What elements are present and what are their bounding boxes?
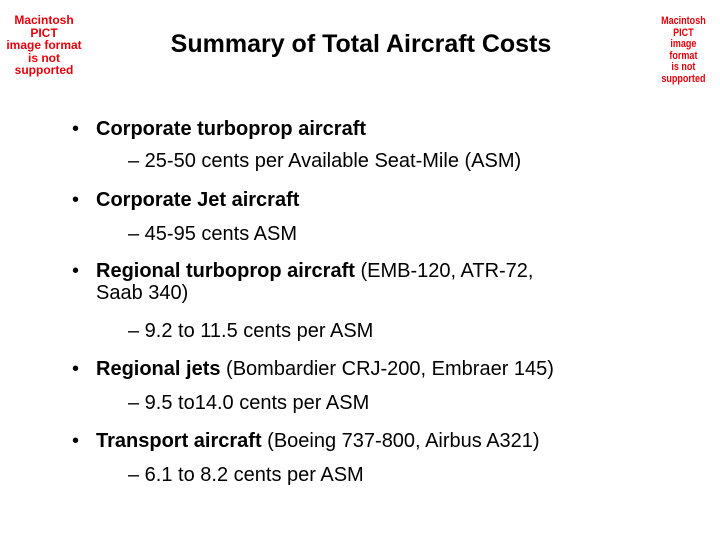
sub-item-text: – 9.5 to14.0 cents per ASM [128, 392, 370, 414]
placeholder-line: is not supported [14, 50, 74, 78]
bullet-dot: • [72, 189, 80, 211]
unsupported-image-placeholder-right: Macintosh PICT image format is not suppo… [658, 15, 709, 85]
bullet-bold-text: Corporate turboprop aircraft [96, 118, 367, 140]
bullet-bold-text: Corporate Jet aircraft [96, 189, 300, 211]
bullet-text: Corporate Jet aircraft [96, 189, 676, 211]
bullet-continuation-text: Saab 340) [96, 282, 189, 304]
sub-item-text: – 25-50 cents per Available Seat-Mile (A… [128, 150, 522, 172]
bullet-dot: • [72, 430, 80, 452]
placeholder-line: image format [6, 38, 82, 53]
bullet-normal-text: (Boeing 737-800, Airbus A321) [261, 430, 540, 452]
slide-title: Summary of Total Aircraft Costs [170, 30, 552, 58]
bullet-dot: • [72, 260, 80, 282]
bullet-bold-text: Transport aircraft [96, 430, 262, 452]
bullet-bold-text: Regional turboprop aircraft [96, 260, 355, 282]
placeholder-line: Macintosh PICT [14, 13, 74, 40]
bullet-text: Transport aircraft (Boeing 737-800, Airb… [96, 430, 676, 452]
sub-item-text: – 6.1 to 8.2 cents per ASM [128, 464, 364, 486]
unsupported-image-placeholder-left: Macintosh PICT image format is not suppo… [0, 14, 88, 77]
bullet-dot: • [72, 358, 80, 380]
placeholder-line: Macintosh PICT [661, 15, 706, 39]
bullet-normal-text: (EMB-120, ATR-72, [354, 260, 534, 282]
bullet-text: Corporate turboprop aircraft [96, 118, 676, 140]
placeholder-line: is not supported [661, 61, 706, 85]
bullet-text: Regional turboprop aircraft (EMB-120, AT… [96, 260, 676, 282]
sub-item-text: – 45-95 cents ASM [128, 223, 297, 245]
bullet-dot: • [72, 118, 80, 140]
bullet-text: Regional jets (Bombardier CRJ-200, Embra… [96, 358, 676, 380]
bullet-normal-text: (Bombardier CRJ-200, Embraer 145) [220, 358, 554, 380]
bullet-bold-text: Regional jets [96, 358, 221, 380]
sub-item-text: – 9.2 to 11.5 cents per ASM [128, 320, 374, 342]
placeholder-line: image format [669, 38, 698, 62]
